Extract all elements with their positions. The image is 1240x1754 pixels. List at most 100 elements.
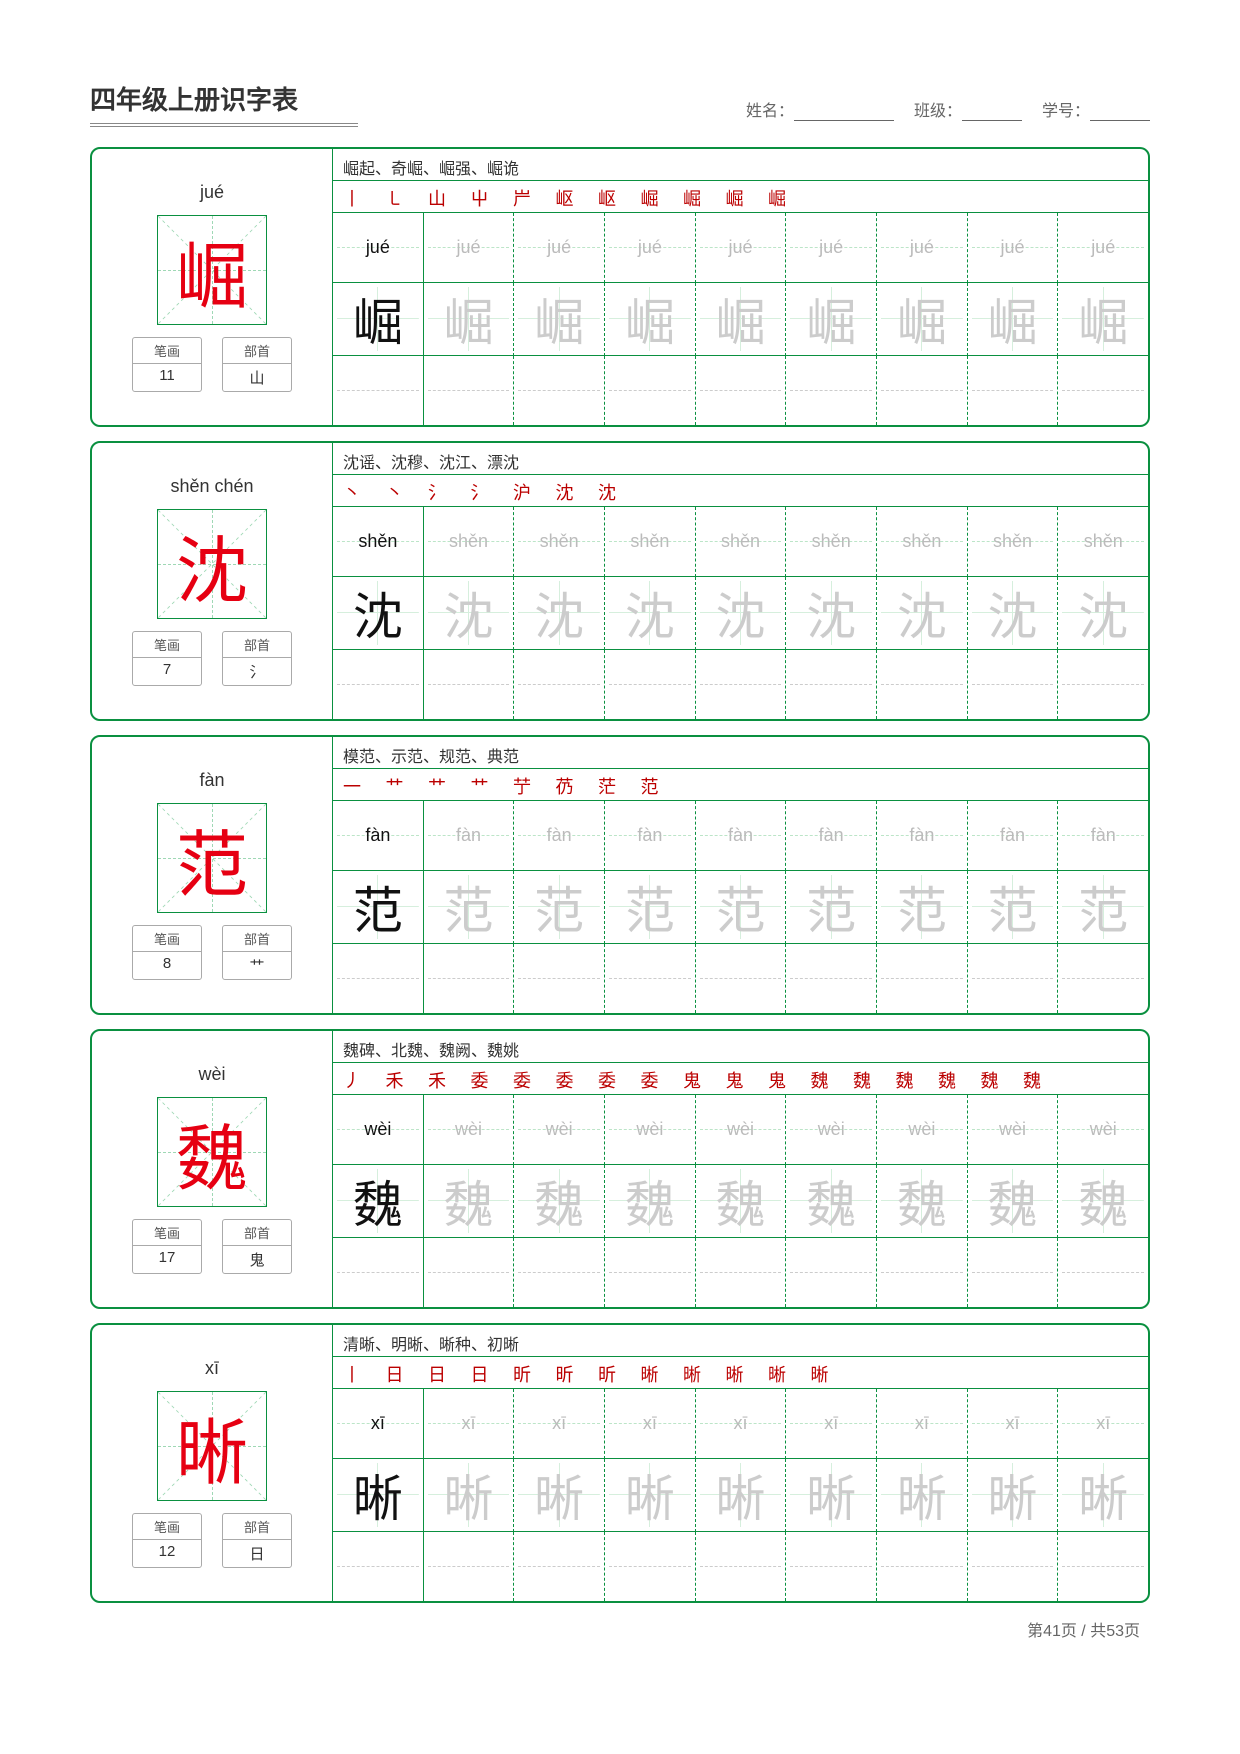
empty-cell[interactable] [605,1532,696,1602]
name-blank[interactable] [794,103,894,121]
id-blank[interactable] [1090,103,1150,121]
char-text: 范 [534,871,584,943]
empty-cell[interactable] [786,1238,877,1308]
char-cell: 魏 [605,1165,696,1238]
char-cell: 范 [877,871,968,944]
char-cell: 晰 [424,1459,515,1532]
empty-cell[interactable] [333,1532,424,1602]
empty-cell[interactable] [514,650,605,720]
empty-cell[interactable] [1058,356,1148,426]
empty-cell[interactable] [1058,944,1148,1014]
empty-cell[interactable] [333,944,424,1014]
empty-cell[interactable] [1058,650,1148,720]
pinyin-cell: fàn [424,801,515,871]
empty-cell[interactable] [696,1238,787,1308]
char-text: 魏 [534,1165,584,1237]
radical-value: 山 [223,364,291,391]
empty-cell[interactable] [696,944,787,1014]
empty-cell[interactable] [1058,1532,1148,1602]
empty-cell[interactable] [333,1238,424,1308]
stroke-sequence: 一 艹 艹 艹 艼 芿 茫 范 [333,769,1148,801]
empty-cell[interactable] [605,1238,696,1308]
empty-cell[interactable] [968,944,1059,1014]
empty-cell[interactable] [877,1532,968,1602]
empty-cell[interactable] [877,1238,968,1308]
pinyin-text: fàn [909,825,934,846]
stroke-count-label: 笔画 [133,1514,201,1540]
pinyin-text: wèi [636,1119,663,1140]
char-cell: 崛 [514,283,605,356]
pinyin-cell: shěn [605,507,696,577]
empty-cell[interactable] [1058,1238,1148,1308]
empty-cell[interactable] [968,1238,1059,1308]
empty-cell[interactable] [424,1238,515,1308]
char-cell: 沈 [968,577,1059,650]
empty-cell[interactable] [786,356,877,426]
char-text: 崛 [534,283,584,355]
char-text: 魏 [353,1165,403,1237]
empty-cell[interactable] [786,1532,877,1602]
char-text: 魏 [444,1165,494,1237]
pinyin-cell: fàn [786,801,877,871]
char-cell: 崛 [786,283,877,356]
empty-cell[interactable] [696,356,787,426]
pinyin-text: jué [456,237,480,258]
empty-cell[interactable] [333,356,424,426]
stroke-count-label: 笔画 [133,338,201,364]
empty-cell[interactable] [786,650,877,720]
character-card: xī 晰 笔画 12 部首 日 清晰、明晰、晰种、初晰 丨 日 日 日 昕 昕 … [90,1323,1150,1603]
empty-cell[interactable] [877,356,968,426]
words-row: 模范、示范、规范、典范 [333,737,1148,769]
class-blank[interactable] [962,103,1022,121]
char-text: 晰 [988,1459,1038,1531]
char-text: 崛 [444,283,494,355]
empty-cell[interactable] [605,650,696,720]
pinyin-text: fàn [456,825,481,846]
char-text: 魏 [1078,1165,1128,1237]
pinyin-cell: jué [1058,213,1148,283]
char-cell: 晰 [968,1459,1059,1532]
empty-cell[interactable] [968,650,1059,720]
empty-cell[interactable] [877,944,968,1014]
stroke-count-value: 12 [133,1540,201,1563]
char-text: 晰 [806,1459,856,1531]
student-fields: 姓名： 班级： 学号： [378,97,1150,127]
char-cell: 晰 [877,1459,968,1532]
empty-cell[interactable] [968,356,1059,426]
empty-cell[interactable] [424,650,515,720]
pinyin-cell: jué [514,213,605,283]
pinyin-cell: jué [696,213,787,283]
pinyin-cell: shěn [424,507,515,577]
char-cell: 范 [514,871,605,944]
empty-cell[interactable] [877,650,968,720]
pinyin-text: xī [462,1413,476,1434]
pinyin-text: fàn [365,825,390,846]
character-card: jué 崛 笔画 11 部首 山 崛起、奇崛、崛强、崛诡 丨 ㇄ 山 屮 屵 岖… [90,147,1150,427]
empty-cell[interactable] [424,944,515,1014]
char-row: 崛崛崛崛崛崛崛崛崛 [333,283,1148,356]
char-cell: 崛 [968,283,1059,356]
empty-cell[interactable] [514,1238,605,1308]
empty-cell[interactable] [696,650,787,720]
empty-cell[interactable] [424,1532,515,1602]
empty-cell[interactable] [514,356,605,426]
empty-cell[interactable] [333,650,424,720]
empty-cell[interactable] [514,944,605,1014]
empty-cell[interactable] [968,1532,1059,1602]
page-footer: 第41页 / 共53页 [90,1617,1150,1641]
empty-cell[interactable] [514,1532,605,1602]
pinyin-cell: jué [786,213,877,283]
char-cell: 魏 [786,1165,877,1238]
pinyin-cell: jué [424,213,515,283]
pinyin-cell: jué [333,213,424,283]
char-text: 沈 [897,577,947,649]
empty-cell[interactable] [424,356,515,426]
empty-cell[interactable] [786,944,877,1014]
pinyin-cell: fàn [514,801,605,871]
empty-cell[interactable] [605,944,696,1014]
radical-label: 部首 [223,1514,291,1540]
empty-cell[interactable] [696,1532,787,1602]
card-right: 清晰、明晰、晰种、初晰 丨 日 日 日 昕 昕 昕 晰 晰 晰 晰 晰 xīxī… [332,1325,1148,1601]
empty-cell[interactable] [605,356,696,426]
char-text: 范 [444,871,494,943]
